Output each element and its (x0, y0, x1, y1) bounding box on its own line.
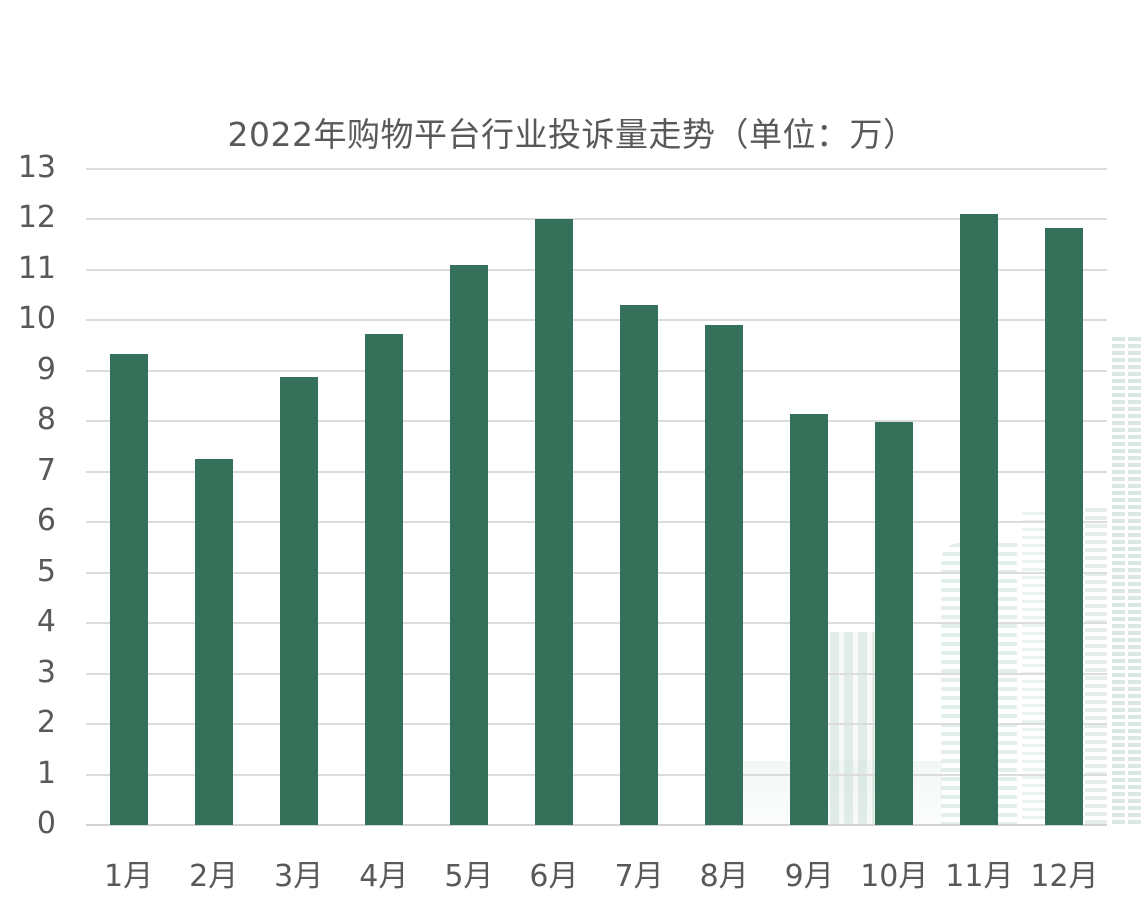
y-axis-tick-label: 8 (36, 402, 56, 438)
x-axis-tick-label: 10月 (860, 859, 929, 894)
y-axis-tick-label: 12 (17, 200, 56, 236)
x-axis-tick-label: 1月 (103, 859, 154, 894)
bar (875, 422, 914, 825)
bar (449, 264, 488, 825)
y-axis-tick-label: 2 (36, 705, 56, 741)
x-axis-tick-label: 8月 (699, 859, 749, 894)
y-axis-tick-label: 9 (36, 351, 56, 387)
bar (705, 325, 744, 825)
building-silhouette (1112, 337, 1144, 825)
bar (194, 459, 233, 825)
x-axis-tick-label: 6月 (529, 859, 579, 894)
y-axis-tick-label: 6 (36, 503, 56, 539)
y-axis-tick-label: 4 (36, 604, 56, 640)
x-axis-tick-label: 2月 (189, 859, 239, 894)
bar (279, 376, 318, 825)
y-axis-tick-label: 5 (36, 553, 56, 589)
x-axis-tick-label: 3月 (274, 859, 324, 894)
bar (1045, 228, 1084, 825)
bar (534, 219, 573, 825)
y-axis-tick-label: 1 (36, 755, 56, 791)
bar (109, 354, 148, 825)
y-axis-tick-label: 7 (36, 452, 56, 488)
plot-area: 0 1 2 3 4 5 6 7 8 9 10 11 12 13 1月 2月 3月 4月 5月 6月 7月 8月 9月 10月… (18, 150, 1144, 894)
x-axis-tick-label: 5月 (444, 859, 494, 894)
x-axis-tick-label: 11月 (945, 859, 1014, 894)
y-axis-tick-label: 10 (17, 301, 56, 337)
x-axis-tick-label: 4月 (359, 859, 409, 894)
y-axis-tick-label: 0 (36, 806, 56, 842)
chart-title: 2022年购物平台行业投诉量走势（单位：万） (227, 115, 917, 154)
x-axis-tick-label: 7月 (614, 859, 664, 894)
bar (620, 305, 659, 825)
x-axis-tick-label: 12月 (1030, 859, 1099, 894)
y-axis-tick-label: 11 (17, 251, 56, 287)
bar (960, 214, 999, 825)
bar (790, 413, 829, 825)
bars (86, 169, 1107, 825)
y-axis-tick-label: 3 (36, 654, 56, 690)
bar (364, 334, 403, 825)
x-axis-tick-label: 9月 (784, 859, 834, 894)
